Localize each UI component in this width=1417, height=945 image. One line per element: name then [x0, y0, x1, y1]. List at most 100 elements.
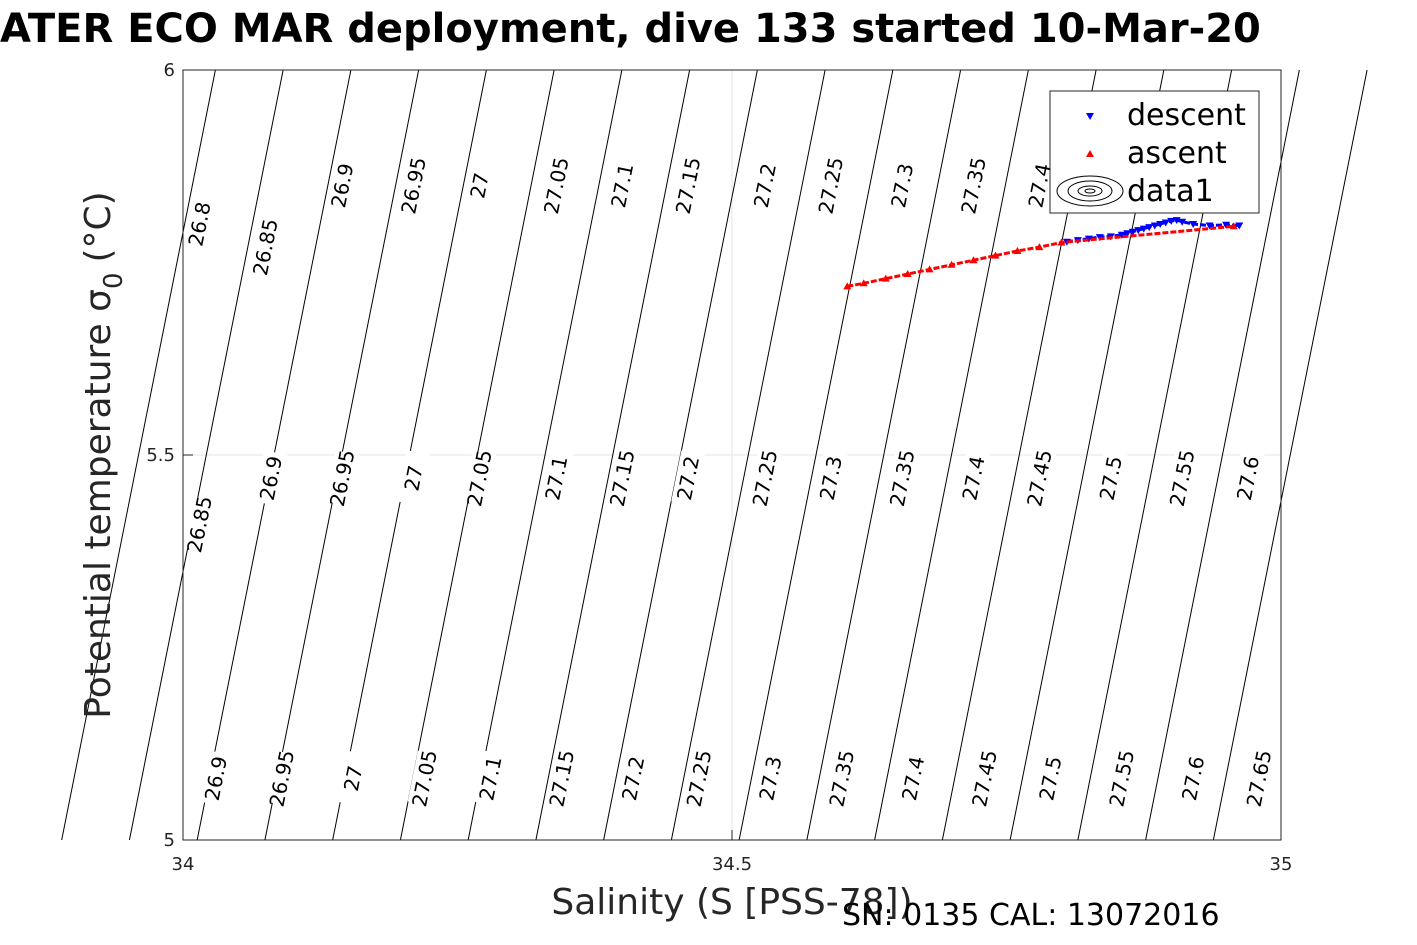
contour-label-bg: [813, 450, 848, 506]
legend-descent-marker: [1086, 113, 1094, 120]
footer-serial-calibration: SN: 0135 CAL: 13072016: [842, 898, 1220, 933]
contour-label-bg: [473, 750, 508, 807]
contour-label: 27.6: [1177, 754, 1209, 802]
y-tick-label: 5.5: [146, 445, 175, 466]
contour-label: 27.05: [462, 448, 497, 509]
y-axis-label-main: Potential temperature σ: [78, 289, 119, 719]
series-descent: [1062, 217, 1244, 246]
contour-27.15: [535, 69, 691, 841]
contour-label-bg: [407, 750, 442, 807]
contour-label-bg: [605, 157, 640, 214]
contour-27.3: [738, 69, 894, 841]
contour-label: 27: [399, 463, 428, 493]
contour-line: [467, 69, 623, 841]
contour-label-bg: [956, 157, 991, 214]
contour-label: 27.4: [897, 754, 929, 802]
contour-label-bg: [682, 750, 716, 807]
x-tick-label: 34: [172, 854, 195, 875]
x-tick-label: 34.5: [712, 854, 752, 875]
contour-label-bg: [544, 750, 579, 807]
contour-label: 27.3: [754, 754, 786, 802]
contour-label-bg: [896, 750, 931, 807]
contour-label: 27.25: [748, 448, 783, 509]
contour-label: 26.9: [200, 754, 232, 802]
contour-line: [874, 69, 1029, 841]
contour-label-bg: [1022, 450, 1057, 506]
contour-label: 27.35: [885, 448, 920, 509]
contour-label: 27: [465, 171, 494, 201]
x-axis-label: Salinity (S [PSS-78]): [551, 882, 912, 923]
contour-label: 27.15: [544, 748, 579, 809]
contour-label: 26.85: [248, 217, 283, 278]
contour-label-bg: [1242, 750, 1276, 807]
contour-label-bg: [182, 196, 217, 252]
contour-label-bg: [1022, 157, 1057, 214]
density-contour-labels: 26.8 26.8526.8526.926.926.926.9526.9526.9…: [182, 155, 1276, 809]
legend-contour-icon: [1056, 175, 1124, 207]
y-tick-label: 6: [164, 60, 175, 81]
contour-label: 27.45: [967, 748, 1002, 809]
contour-line: [806, 69, 962, 841]
y-axis-label-subscript: 0: [99, 272, 129, 289]
contour-label: 27.35: [824, 748, 859, 809]
contour-line: [61, 69, 216, 841]
contour-label: 27.5: [1095, 454, 1127, 502]
contour-label-bg: [248, 219, 283, 275]
contour-line: [1145, 69, 1300, 841]
y-tick-label: 5: [164, 830, 175, 851]
contour-label-bg: [182, 496, 217, 553]
contour-label-bg: [956, 450, 991, 506]
contour-label-bg: [1176, 750, 1211, 807]
contour-label: 27.55: [1165, 448, 1200, 509]
contour-label: 27.05: [407, 748, 442, 809]
contour-27.6: [1145, 69, 1300, 841]
contour-label: 26.95: [264, 748, 299, 809]
contour-label: 27.55: [1104, 748, 1139, 809]
contour-label: 27.05: [539, 155, 574, 216]
contour-label-bg: [885, 450, 920, 506]
x-tick-label: 35: [1270, 854, 1293, 875]
contour-label-bg: [1093, 450, 1128, 506]
contour-label: 27.2: [749, 161, 781, 209]
legend-ascent-label: ascent: [1127, 136, 1227, 171]
contour-label-bg: [264, 750, 299, 807]
contour-label-bg: [396, 157, 431, 214]
contour-27.1: [467, 69, 623, 841]
contour-27.25: [670, 69, 826, 841]
contour-label-bg: [1033, 750, 1068, 807]
contour-label: 27.2: [617, 754, 649, 802]
contour-label-bg: [967, 750, 1002, 807]
contour-label: 26.9: [255, 454, 287, 502]
axis-ticks: 34 34.5 35 5 5.5 6: [146, 60, 1292, 875]
contour-27.35: [806, 69, 962, 841]
contour-label-bg: [753, 750, 788, 807]
contour-label-bg: [539, 450, 574, 506]
contour-label: 27.1: [540, 454, 572, 502]
legend-descent-label: descent: [1127, 98, 1246, 133]
descent-track: [1066, 218, 1240, 244]
contour-label: 27.15: [605, 448, 640, 509]
contour-label: 27.15: [671, 155, 706, 216]
contour-label: 27.3: [815, 454, 847, 502]
contour-26.85: [128, 69, 284, 841]
contour-label-bg: [885, 157, 920, 214]
y-axis-label-unit: (°C): [78, 191, 119, 262]
contour-label: 27.25: [813, 155, 848, 216]
contour-label-bg: [396, 450, 431, 506]
contour-label: 27.2: [672, 454, 704, 502]
contour-label: 27.6: [1232, 454, 1264, 502]
contour-label-bg: [748, 450, 782, 506]
contour-label-bg: [253, 450, 288, 506]
legend: descent ascent data1: [1049, 90, 1260, 214]
contour-26.8: [61, 69, 216, 841]
contour-label: 27.35: [956, 155, 991, 216]
contour-label-bg: [462, 157, 497, 214]
contour-line: [1212, 69, 1368, 841]
contour-label: 27.5: [1034, 754, 1066, 802]
contour-label-bg: [671, 450, 705, 506]
contour-label: 27.3: [886, 161, 918, 209]
data-markers: [843, 217, 1244, 290]
contour-label-bg: [748, 157, 782, 214]
contour-27.4: [874, 69, 1029, 841]
